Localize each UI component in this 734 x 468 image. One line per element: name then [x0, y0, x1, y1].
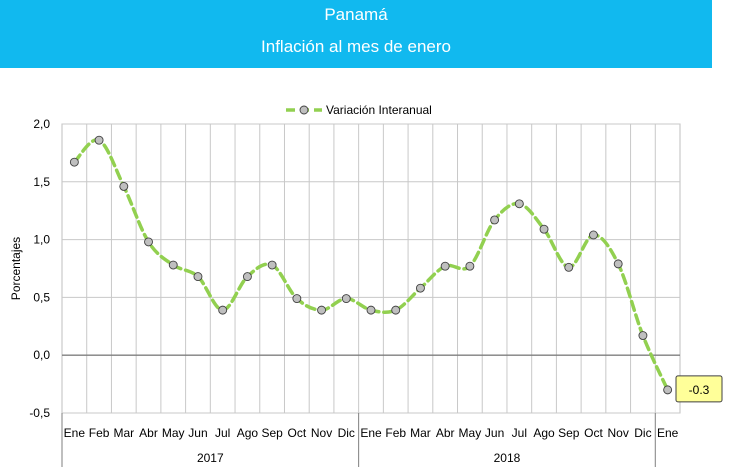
x-tick-label: Dic: [338, 426, 355, 440]
data-point: [317, 305, 327, 315]
x-tick-label: Sep: [558, 426, 580, 440]
y-tick-label: 1,5: [33, 175, 50, 189]
data-point: [564, 262, 574, 272]
data-point: [119, 181, 129, 191]
data-point: [490, 215, 500, 225]
x-tick-label: Abr: [436, 426, 455, 440]
label-layer: -0.3: [675, 375, 723, 403]
chart-subtitle: Inflación al mes de enero: [261, 37, 451, 56]
x-tick-label: Jul: [215, 426, 230, 440]
x-tick-label: Oct: [288, 426, 307, 440]
data-point: [539, 224, 549, 234]
plot-area-border: [61, 123, 681, 414]
x-tick-label: Ene: [64, 426, 86, 440]
data-point: [415, 283, 425, 293]
chart-title: Panamá: [324, 5, 388, 24]
series-layer: [69, 135, 673, 395]
x-tick-label: Oct: [584, 426, 603, 440]
legend-label: Variación Interanual: [326, 103, 432, 117]
x-tick-label: May: [162, 426, 185, 440]
x-tick-label: Feb: [89, 426, 110, 440]
year-label: 2018: [494, 451, 521, 465]
x-tick-label: Ene: [657, 426, 679, 440]
y-tick-label: 0,0: [33, 348, 50, 362]
x-tick-label: Nov: [311, 426, 332, 440]
data-point: [465, 261, 475, 271]
x-tick-label: Ago: [237, 426, 259, 440]
last-value-label: -0.3: [689, 383, 710, 397]
y-tick-label: 0,5: [33, 290, 50, 304]
x-tick-label: Dic: [634, 426, 651, 440]
x-tick-label: Jun: [188, 426, 207, 440]
data-point: [366, 305, 376, 315]
data-point: [638, 331, 648, 340]
title-banner: Panamá Inflación al mes de enero: [0, 0, 712, 68]
data-point: [144, 237, 153, 247]
y-tick-label: 2,0: [33, 117, 50, 131]
x-tick-label: Mar: [113, 426, 134, 440]
x-tick-label: Abr: [139, 426, 158, 440]
series-line: [72, 138, 670, 392]
data-point: [218, 305, 228, 315]
y-tick-label: -0,5: [29, 406, 50, 420]
data-point: [292, 294, 302, 304]
x-tick-label: Jun: [485, 426, 504, 440]
data-point: [69, 157, 79, 167]
grid: [61, 123, 681, 414]
y-tick-label: 1,0: [33, 233, 50, 247]
y-axis-label: Porcentajes: [9, 237, 23, 300]
data-point: [94, 135, 104, 145]
legend-marker-swatch: [299, 105, 309, 115]
data-point: [193, 272, 203, 282]
legend: Variación Interanual: [286, 103, 432, 117]
x-tick-label: Mar: [410, 426, 431, 440]
data-point: [514, 199, 524, 209]
data-point: [242, 272, 252, 282]
data-point: [391, 305, 401, 315]
last-value-box: [675, 375, 723, 403]
data-point: [341, 294, 351, 304]
x-tick-label: Ago: [533, 426, 555, 440]
x-tick-label: May: [459, 426, 482, 440]
data-point: [589, 230, 598, 240]
x-tick-label: Ene: [360, 426, 382, 440]
data-point: [267, 260, 277, 270]
x-tick-label: Sep: [261, 426, 283, 440]
data-point: [168, 260, 178, 270]
x-tick-label: Nov: [608, 426, 629, 440]
data-point: [440, 261, 450, 271]
x-tick-label: Feb: [385, 426, 406, 440]
data-point: [663, 385, 673, 395]
x-tick-label: Jul: [512, 426, 527, 440]
data-point: [613, 259, 623, 269]
year-label: 2017: [197, 451, 224, 465]
